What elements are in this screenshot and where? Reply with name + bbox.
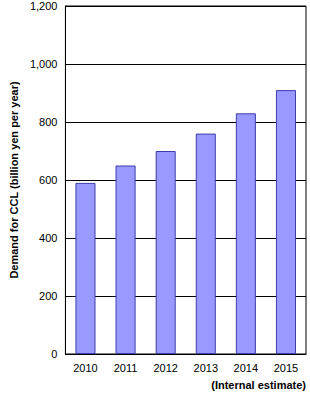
svg-text:600: 600: [39, 174, 57, 186]
svg-text:2010: 2010: [73, 362, 97, 374]
svg-text:Demand for CCL (billion yen pe: Demand for CCL (billion yen per year): [8, 81, 20, 279]
svg-text:1,000: 1,000: [30, 58, 58, 70]
svg-text:2013: 2013: [194, 362, 218, 374]
svg-text:800: 800: [39, 116, 57, 128]
svg-text:200: 200: [39, 290, 57, 302]
svg-text:2012: 2012: [153, 362, 177, 374]
svg-text:1,200: 1,200: [30, 0, 58, 12]
svg-text:400: 400: [39, 232, 57, 244]
svg-text:(Internal estimate): (Internal estimate): [211, 379, 306, 391]
svg-text:2014: 2014: [234, 362, 258, 374]
svg-text:0: 0: [51, 348, 57, 360]
svg-text:2011: 2011: [114, 362, 138, 374]
svg-text:2015: 2015: [274, 362, 298, 374]
